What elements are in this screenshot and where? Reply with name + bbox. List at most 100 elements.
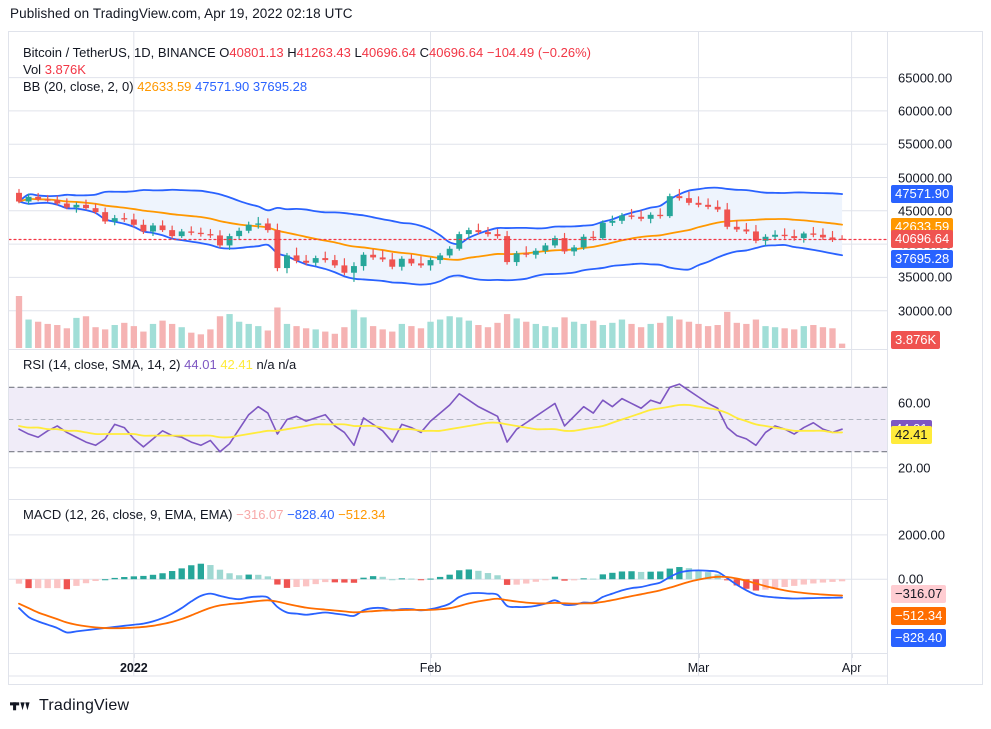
- macd-histogram-bar: [532, 579, 539, 582]
- macd-histogram-bar: [695, 569, 702, 580]
- volume-bar: [15, 296, 23, 348]
- candle-body: [418, 263, 424, 266]
- volume-bar: [446, 316, 453, 348]
- candle-body: [44, 199, 51, 201]
- legend-rsi-title[interactable]: RSI (14, close, SMA, 14, 2): [23, 357, 181, 372]
- time-label-2022: 2022: [119, 661, 148, 675]
- volume-bar: [341, 327, 348, 348]
- pane-separator-rsi-macd: [9, 499, 982, 500]
- legend-main-row: Bitcoin / TetherUS, 1D, BINANCE O40801.1…: [23, 44, 591, 61]
- volume-bar: [427, 321, 434, 348]
- volume-bar: [226, 314, 233, 348]
- volume-bar: [810, 325, 817, 348]
- price-tag-bb-upper[interactable]: 47571.90: [891, 184, 954, 203]
- volume-bar: [408, 326, 415, 348]
- legend-change: −104.49 (−0.26%): [486, 45, 591, 60]
- volume-bar: [140, 331, 147, 348]
- volume-bar: [714, 325, 721, 348]
- macd-histogram-bar: [121, 577, 128, 580]
- rsi-tag-ma[interactable]: 42.41: [891, 426, 932, 445]
- volume-bar: [829, 328, 836, 348]
- volume-bar: [695, 323, 702, 348]
- volume-bar: [762, 326, 769, 348]
- legend-ohlc-c: C40696.64: [419, 45, 484, 60]
- macd-histogram-bar: [781, 579, 788, 587]
- candle-body: [188, 231, 195, 233]
- macd-histogram-bar: [618, 571, 626, 580]
- candle-body: [197, 232, 204, 235]
- volume-bar: [724, 311, 731, 348]
- candle-body: [274, 230, 281, 269]
- macd-histogram-bar: [513, 579, 520, 585]
- macd-histogram-bar: [92, 579, 99, 582]
- price-tag-last-close[interactable]: 40696.64: [891, 230, 954, 249]
- volume-bar: [771, 327, 779, 348]
- macd-histogram-bar: [73, 579, 80, 586]
- price-tag-volume[interactable]: 3.876K: [891, 330, 941, 349]
- price-tag-bb-lower[interactable]: 37695.28: [891, 250, 954, 269]
- volume-bar: [398, 323, 405, 348]
- macd-histogram-bar: [293, 579, 300, 587]
- plot-area[interactable]: [9, 32, 889, 684]
- macd-histogram-bar: [791, 579, 798, 586]
- volume-bar: [159, 320, 166, 348]
- macd-histogram-bar: [743, 579, 750, 589]
- legend-volume-row: Vol 3.876K: [23, 61, 591, 78]
- candle-body: [16, 192, 22, 202]
- macd-histogram-bar: [350, 579, 358, 583]
- bb-upper-line: [18, 186, 843, 245]
- candle-body: [599, 222, 606, 239]
- volume-bar: [92, 327, 99, 348]
- candle-body: [63, 203, 70, 208]
- chart-canvas[interactable]: [9, 32, 889, 684]
- volume-bar: [666, 316, 673, 348]
- macd-tag-macd[interactable]: −828.40: [891, 629, 947, 648]
- volume-bar: [149, 323, 157, 348]
- candle-body: [666, 196, 673, 217]
- macd-histogram-bar: [417, 579, 425, 581]
- macd-tag-histogram[interactable]: −316.07: [891, 585, 947, 604]
- macd-histogram-bar: [523, 579, 530, 584]
- time-tick: [698, 654, 700, 658]
- macd-histogram-bar: [503, 579, 511, 585]
- macd-histogram-bar: [704, 572, 712, 580]
- macd-histogram-bar: [752, 579, 760, 591]
- volume-bar: [235, 321, 243, 348]
- candle-body: [791, 236, 798, 239]
- legend-volume-value: 3.876K: [44, 62, 86, 77]
- price-axis[interactable]: 65000.00 60000.00 55000.00 50000.00 45000.00…: [887, 32, 982, 684]
- candle-body: [571, 247, 578, 252]
- candle-body: [532, 250, 539, 255]
- candle-body: [781, 234, 788, 237]
- legend-macd-title[interactable]: MACD (12, 26, close, 9, EMA, EMA): [23, 507, 233, 522]
- volume-bar: [465, 320, 472, 348]
- legend-macd-signal: −512.34: [338, 507, 386, 522]
- time-label-apr: Apr: [841, 661, 862, 675]
- macd-histogram-bar: [561, 579, 568, 581]
- volume-bar: [513, 318, 520, 348]
- candle-body: [752, 231, 759, 241]
- candle-body: [800, 233, 807, 239]
- candle-body: [264, 223, 271, 231]
- price-tick-45000: 45000.00: [898, 203, 953, 219]
- volume-bar: [609, 322, 616, 348]
- volume-bar: [800, 326, 807, 348]
- volume-bar: [130, 326, 138, 348]
- legend-symbol[interactable]: Bitcoin / TetherUS, 1D, BINANCE: [23, 45, 216, 60]
- tradingview-wordmark: TradingView: [39, 697, 130, 714]
- volume-bar: [178, 327, 185, 348]
- legend-bb-title[interactable]: BB (20, close, 2, 0): [23, 79, 134, 94]
- legend-volume-label: Vol: [23, 62, 42, 77]
- macd-histogram-bar: [159, 573, 166, 580]
- volume-bar: [791, 329, 798, 348]
- macd-histogram-bar: [829, 579, 836, 582]
- candle-body: [293, 255, 300, 261]
- candle-body: [35, 196, 42, 200]
- macd-histogram-bar: [331, 579, 338, 583]
- volume-bar: [293, 326, 300, 348]
- macd-tag-signal[interactable]: −512.34: [891, 607, 947, 626]
- time-axis[interactable]: 2022FebMarApr18: [9, 653, 887, 684]
- candle-body: [303, 260, 310, 263]
- candle-body: [475, 230, 482, 233]
- macd-histogram-bar: [484, 573, 492, 580]
